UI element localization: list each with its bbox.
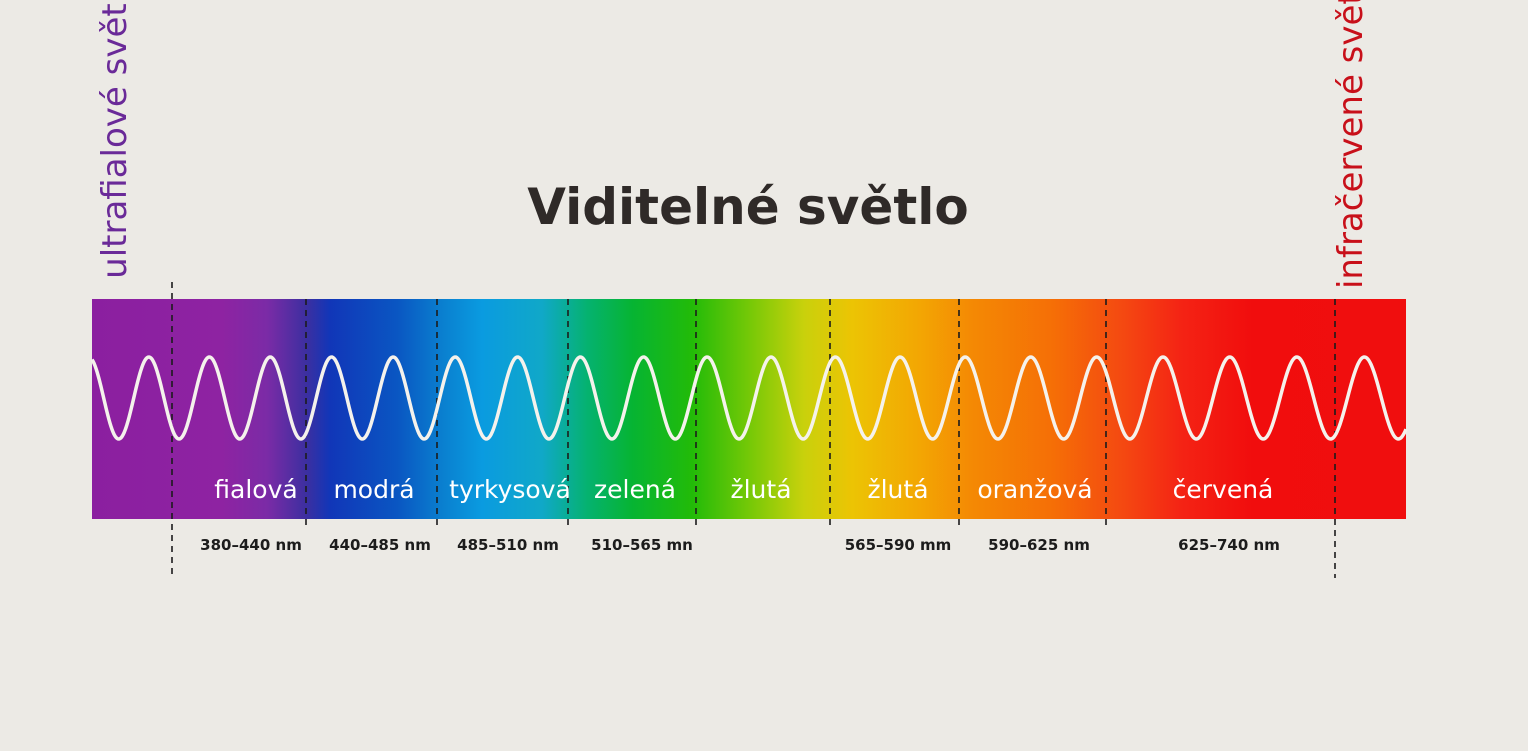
band-label-zluta-2: žlutá	[867, 475, 929, 504]
band-label-oranzova: oranžová	[977, 475, 1093, 504]
page-title: Viditelné světlo	[527, 178, 969, 236]
band-label-fialova: fialová	[214, 475, 298, 504]
range-label-cervena: 625–740 nm	[1178, 536, 1280, 554]
spectrum-bar	[92, 299, 1406, 519]
band-label-cervena: červená	[1172, 475, 1274, 504]
band-label-zluta-1: žlutá	[730, 475, 792, 504]
range-label-tyrkysova: 485–510 nm	[457, 536, 559, 554]
range-label-fialova: 380–440 nm	[200, 536, 302, 554]
band-label-tyrkysova: tyrkysová	[449, 475, 571, 504]
band-label-zelena: zelená	[594, 475, 676, 504]
range-label-zelena: 510–565 mn	[591, 536, 693, 554]
range-label-oranzova: 590–625 nm	[988, 536, 1090, 554]
range-label-zluta-2: 565–590 mm	[844, 536, 952, 554]
range-label-modra: 440–485 nm	[329, 536, 431, 554]
band-label-modra: modrá	[333, 475, 415, 504]
light-wave	[90, 355, 1408, 441]
